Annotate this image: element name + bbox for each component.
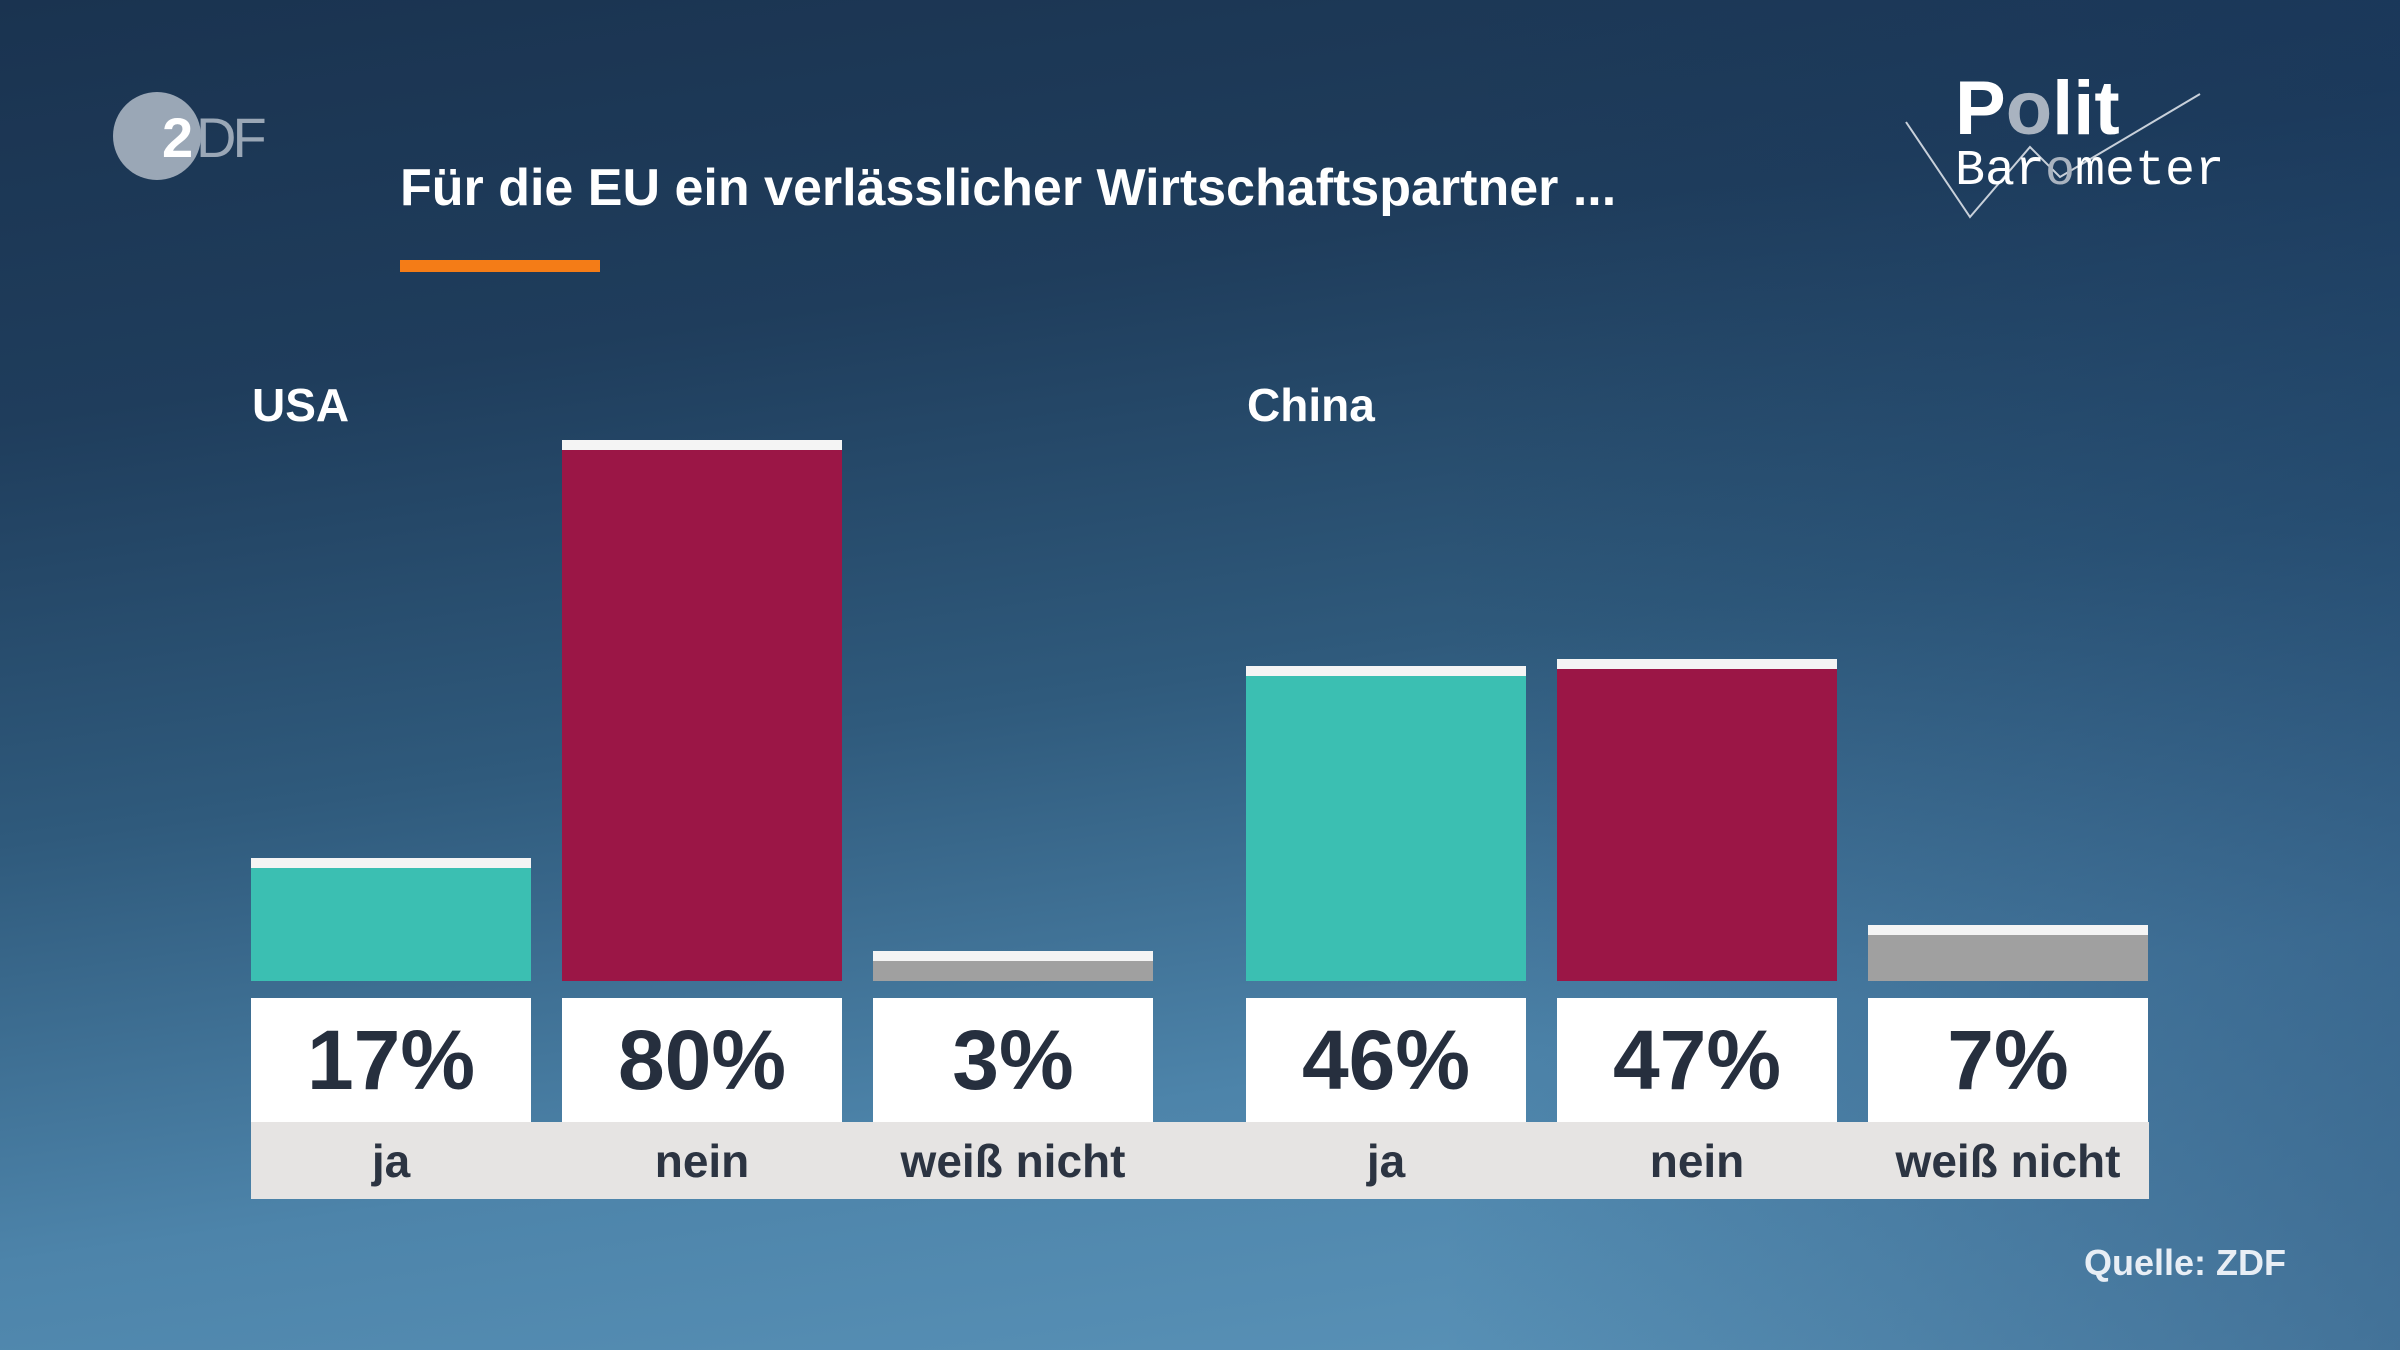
zdf-logo: 2 DF <box>113 92 268 180</box>
category-label: nein <box>654 1134 750 1187</box>
category-label: weiß nicht <box>900 1134 1126 1187</box>
source-note: Quelle: ZDF <box>2083 1242 2286 1283</box>
category-label-band <box>251 1122 2149 1199</box>
data-label: 80% <box>562 998 842 1122</box>
svg-text:Barometer: Barometer <box>1955 143 2220 200</box>
category-label: ja <box>1366 1134 1406 1187</box>
data-label: 17% <box>251 998 531 1122</box>
svg-text:2: 2 <box>162 106 191 169</box>
title-accent-bar <box>400 260 600 272</box>
group-label-china: China <box>1247 379 1375 431</box>
bar-usa-nein <box>562 439 842 981</box>
category-label: nein <box>1649 1134 1745 1187</box>
bar-china-ja <box>1246 665 1526 981</box>
category-label: weiß nicht <box>1895 1134 2121 1187</box>
bar-china-wei--nicht <box>1868 924 2148 981</box>
data-label: 3% <box>873 998 1153 1122</box>
bar-china-nein <box>1557 658 1837 981</box>
data-label: 7% <box>1868 998 2148 1122</box>
category-label: ja <box>371 1134 411 1187</box>
politbarometer-logo: Polit Barometer <box>1905 72 2220 219</box>
group-label-usa: USA <box>252 379 350 431</box>
svg-text:Polit: Polit <box>1955 72 2120 151</box>
bar-usa-wei--nicht <box>873 951 1153 981</box>
data-label: 47% <box>1557 998 1837 1122</box>
chart-title: Für die EU ein verlässlicher Wirtschafts… <box>400 159 1617 217</box>
bar-usa-ja <box>251 858 531 981</box>
data-label: 46% <box>1246 998 1526 1122</box>
svg-text:DF: DF <box>196 106 264 169</box>
